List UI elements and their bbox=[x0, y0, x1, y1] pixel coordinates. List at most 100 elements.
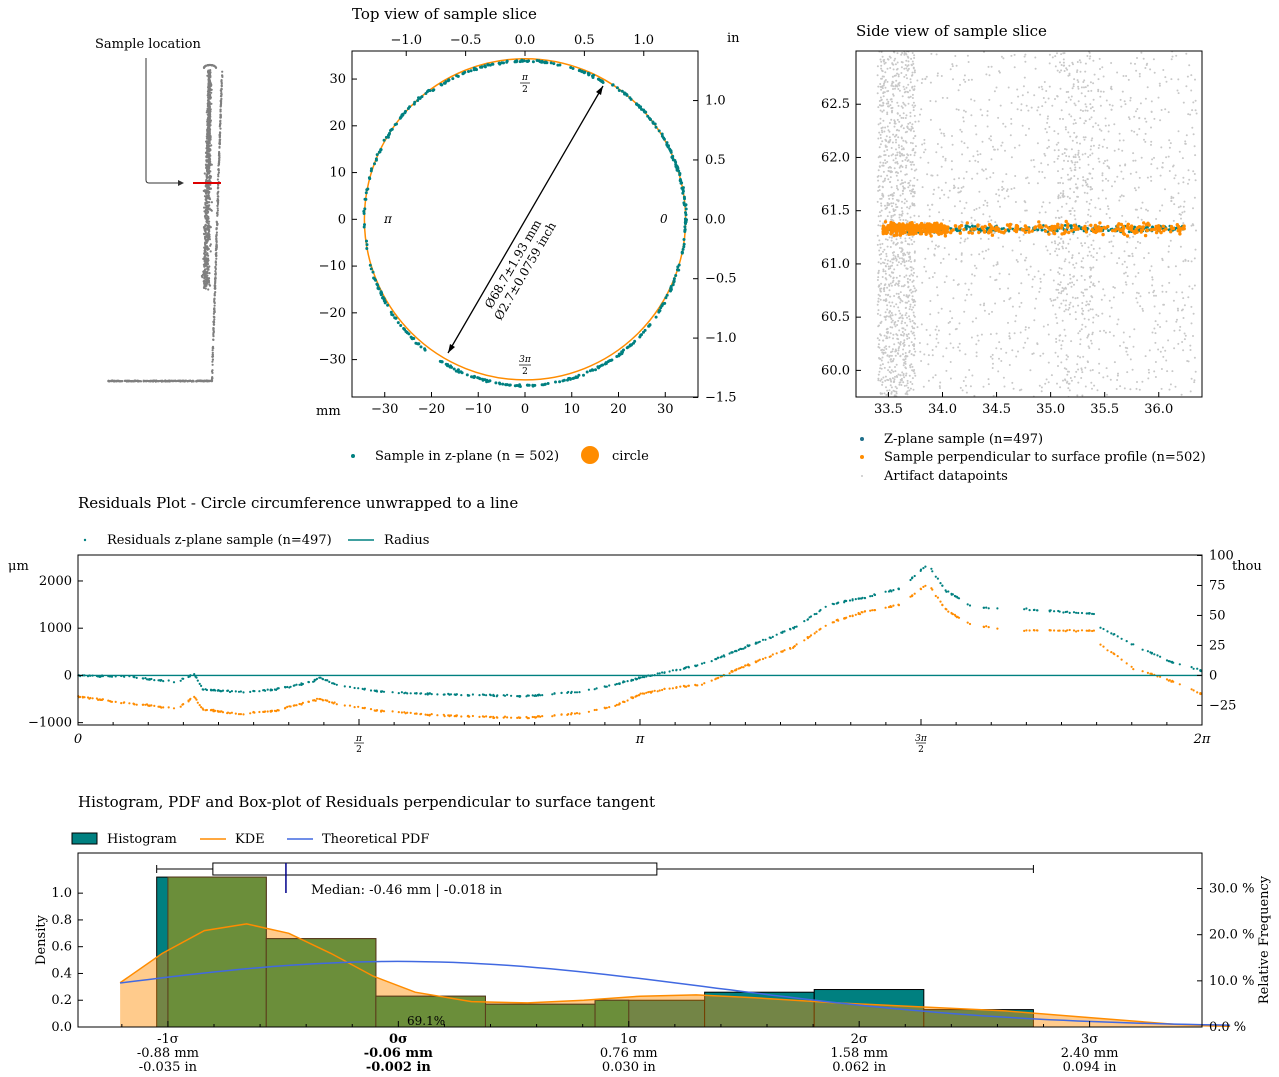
sample-point bbox=[403, 111, 407, 115]
sample-point bbox=[639, 333, 643, 337]
y-tick-label: −30 bbox=[319, 353, 346, 368]
x-tick-label: 0 bbox=[521, 402, 529, 417]
artifact-point bbox=[1084, 109, 1087, 112]
artifact-point bbox=[889, 332, 892, 335]
artifact-point bbox=[1133, 115, 1136, 118]
perp-point bbox=[1070, 229, 1074, 233]
artifact-point bbox=[881, 348, 884, 351]
artifact-point bbox=[899, 374, 902, 377]
artifact-point bbox=[920, 323, 923, 326]
artifact-point bbox=[1158, 209, 1161, 212]
artifact-point bbox=[931, 276, 934, 278]
sample-point bbox=[672, 280, 676, 284]
artifact-point bbox=[1067, 308, 1070, 311]
perp-point bbox=[883, 220, 888, 224]
artifact-point bbox=[1142, 57, 1145, 60]
artifact-point bbox=[1190, 89, 1193, 92]
artifact-point bbox=[1067, 178, 1070, 181]
artifact-point bbox=[910, 308, 913, 311]
artifact-point bbox=[1102, 90, 1105, 93]
artifact-point bbox=[1008, 273, 1011, 276]
artifact-point bbox=[1164, 76, 1167, 79]
artifact-point bbox=[1099, 104, 1102, 107]
artifact-point bbox=[1121, 214, 1124, 217]
artifact-point bbox=[926, 173, 929, 176]
profile-point bbox=[215, 246, 218, 249]
artifact-point bbox=[934, 247, 937, 250]
artifact-point bbox=[1109, 87, 1112, 90]
artifact-point bbox=[1145, 208, 1148, 211]
artifact-point bbox=[914, 300, 917, 303]
artifact-point bbox=[1074, 297, 1077, 300]
artifact-point bbox=[951, 65, 954, 68]
artifact-point bbox=[934, 374, 937, 377]
artifact-point bbox=[897, 306, 900, 309]
artifact-point bbox=[994, 221, 997, 224]
profile-point bbox=[204, 189, 207, 192]
sample-point bbox=[540, 383, 544, 387]
artifact-point bbox=[927, 354, 930, 357]
artifact-point bbox=[992, 145, 994, 148]
artifact-point bbox=[1074, 156, 1077, 159]
artifact-point bbox=[1153, 117, 1156, 120]
artifact-point bbox=[903, 154, 906, 157]
artifact-point bbox=[893, 125, 896, 128]
artifact-point bbox=[895, 292, 898, 295]
artifact-point bbox=[880, 77, 883, 80]
artifact-point bbox=[1065, 101, 1068, 104]
artifact-point bbox=[920, 360, 923, 362]
artifact-point bbox=[1034, 67, 1037, 70]
artifact-point bbox=[1169, 239, 1172, 242]
artifact-point bbox=[968, 369, 971, 371]
artifact-point bbox=[1087, 303, 1090, 306]
artifact-point bbox=[953, 184, 955, 187]
artifact-point bbox=[888, 236, 891, 239]
artifact-point bbox=[1065, 155, 1068, 157]
artifact-point bbox=[1119, 344, 1121, 347]
artifact-point bbox=[884, 265, 887, 267]
artifact-point bbox=[1091, 331, 1094, 334]
artifact-point bbox=[1069, 273, 1071, 276]
artifact-point bbox=[911, 243, 914, 246]
artifact-point bbox=[1051, 56, 1054, 59]
artifact-point bbox=[906, 324, 908, 327]
artifact-point bbox=[898, 216, 901, 219]
artifact-point bbox=[1144, 67, 1147, 69]
artifact-point bbox=[1058, 339, 1061, 342]
artifact-point bbox=[1159, 119, 1162, 122]
artifact-point bbox=[884, 351, 887, 354]
artifact-point bbox=[1091, 188, 1094, 190]
perp-point bbox=[1101, 232, 1105, 237]
artifact-point bbox=[1116, 323, 1119, 326]
artifact-point bbox=[1077, 149, 1080, 152]
artifact-point bbox=[1168, 281, 1171, 284]
artifact-point bbox=[976, 172, 979, 175]
artifact-point bbox=[912, 66, 915, 69]
artifact-point bbox=[964, 282, 967, 285]
artifact-point bbox=[985, 249, 987, 252]
artifact-point bbox=[883, 262, 886, 265]
profile-point bbox=[206, 209, 209, 212]
sample-point bbox=[678, 173, 682, 177]
artifact-point bbox=[891, 205, 893, 208]
artifact-point bbox=[892, 194, 895, 197]
profile-point bbox=[203, 172, 206, 175]
artifact-point bbox=[912, 137, 915, 140]
artifact-point bbox=[889, 326, 892, 329]
artifact-point bbox=[906, 382, 909, 385]
angle-label-pi-half: π 2 bbox=[520, 73, 530, 95]
artifact-point bbox=[1100, 129, 1103, 132]
artifact-point bbox=[904, 314, 907, 317]
profile-point bbox=[143, 380, 146, 383]
artifact-point bbox=[1005, 351, 1008, 354]
artifact-point bbox=[996, 148, 999, 151]
artifact-point bbox=[910, 273, 913, 276]
artifact-point bbox=[879, 137, 882, 139]
artifact-point bbox=[1166, 370, 1169, 373]
artifact-point bbox=[934, 328, 937, 331]
profile-point bbox=[207, 288, 210, 291]
artifact-point bbox=[942, 355, 945, 358]
artifact-point bbox=[1088, 250, 1091, 253]
artifact-point bbox=[1088, 51, 1091, 54]
artifact-point bbox=[887, 259, 889, 262]
